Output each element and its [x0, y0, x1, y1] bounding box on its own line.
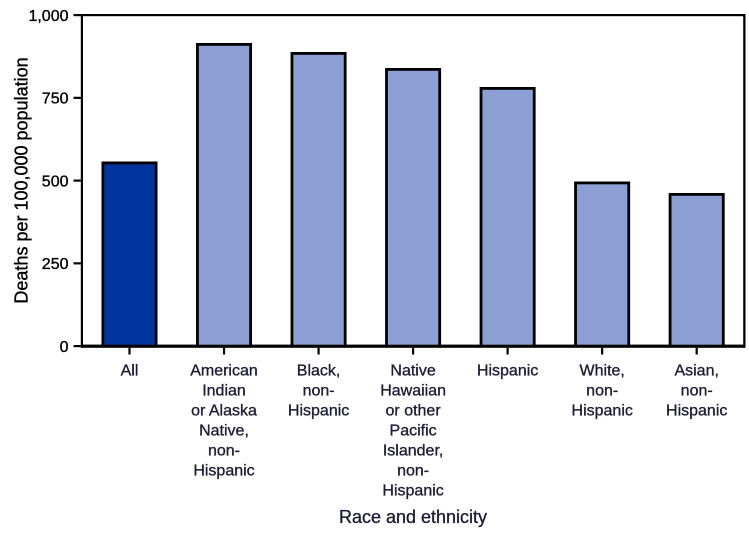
svg-text:1,000: 1,000	[28, 8, 68, 25]
svg-text:Hispanic: Hispanic	[477, 363, 538, 380]
svg-text:750: 750	[42, 91, 69, 108]
svg-text:250: 250	[42, 256, 69, 273]
svg-text:500: 500	[42, 173, 69, 190]
svg-text:Race and ethnicity: Race and ethnicity	[339, 507, 487, 527]
svg-text:0: 0	[60, 339, 69, 356]
svg-text:Deaths per 100,000 population: Deaths per 100,000 population	[12, 57, 32, 303]
svg-text:All: All	[121, 363, 139, 380]
